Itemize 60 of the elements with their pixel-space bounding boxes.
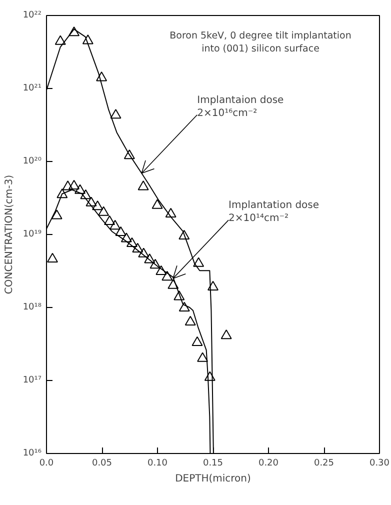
point bbox=[150, 258, 161, 269]
y-tick-label: 10¹⁹ bbox=[22, 230, 42, 240]
point bbox=[204, 371, 216, 381]
point bbox=[104, 215, 116, 226]
point bbox=[178, 302, 190, 312]
x-tick-label: 0.05 bbox=[92, 458, 112, 468]
x-tick-label: 0.15 bbox=[202, 458, 224, 468]
text: Boron 5keV, 0 degree tilt implantation into (001) silicon surface bbox=[170, 30, 352, 54]
point bbox=[178, 230, 190, 240]
point bbox=[96, 72, 108, 82]
point bbox=[124, 149, 135, 160]
annotation: Implantation dose 2×10¹⁴cm⁻² bbox=[228, 200, 320, 224]
point bbox=[174, 290, 185, 300]
point bbox=[54, 35, 66, 45]
y-tick-label: 10²² bbox=[22, 10, 42, 20]
point bbox=[80, 189, 92, 200]
point bbox=[56, 188, 68, 198]
point bbox=[86, 196, 97, 206]
point bbox=[46, 252, 58, 263]
point bbox=[74, 184, 86, 194]
point bbox=[168, 279, 179, 289]
point bbox=[156, 265, 167, 276]
y-tick-label: 10¹⁶ bbox=[22, 448, 42, 458]
point bbox=[144, 254, 156, 264]
point bbox=[162, 270, 173, 281]
x-tick-label: 0.0 bbox=[39, 458, 54, 468]
point bbox=[192, 336, 203, 346]
point bbox=[165, 208, 176, 218]
point bbox=[62, 180, 74, 190]
point bbox=[115, 226, 126, 236]
y-tick-label: 10¹⁷ bbox=[22, 376, 42, 386]
point bbox=[138, 248, 150, 258]
point bbox=[184, 316, 196, 326]
point bbox=[220, 329, 232, 340]
y-axis-title: CONCENTRATION(cm-3) bbox=[4, 174, 15, 294]
point bbox=[132, 242, 144, 253]
point bbox=[193, 257, 204, 267]
y-tick-label: 10¹⁸ bbox=[22, 302, 42, 312]
point bbox=[110, 220, 121, 230]
point bbox=[208, 280, 218, 291]
point bbox=[110, 108, 122, 119]
y-tick-label: 10²¹ bbox=[22, 84, 42, 94]
point bbox=[68, 180, 80, 190]
x-tick-label: 0.30 bbox=[369, 458, 390, 468]
x-axis-title: DEPTH(micron) bbox=[175, 474, 252, 484]
point bbox=[82, 34, 94, 44]
point bbox=[92, 200, 104, 210]
x-tick-label: 0.10 bbox=[147, 458, 168, 468]
x-tick-label: 0.20 bbox=[258, 458, 279, 468]
point bbox=[120, 232, 132, 242]
point bbox=[197, 352, 208, 362]
point bbox=[126, 237, 138, 248]
point bbox=[138, 180, 149, 190]
point bbox=[152, 199, 163, 209]
y-tick-label: 10²⁰ bbox=[22, 156, 42, 166]
point bbox=[51, 210, 62, 220]
point bbox=[98, 206, 110, 216]
x-tick-label: 0.25 bbox=[314, 458, 334, 468]
point bbox=[68, 26, 80, 36]
annotation: Implantaion dose 2×10¹⁶cm⁻² bbox=[197, 94, 284, 119]
